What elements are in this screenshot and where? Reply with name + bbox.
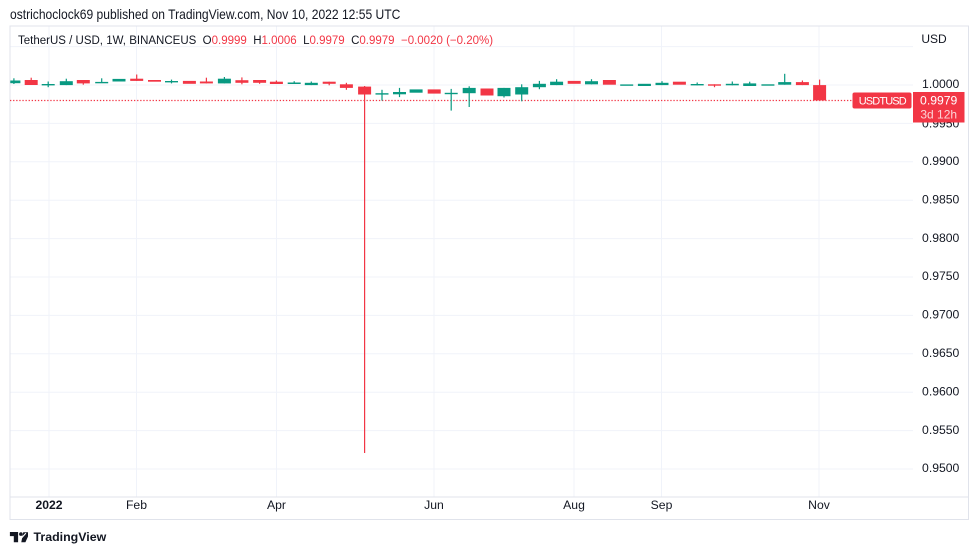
svg-text:3d 12h: 3d 12h xyxy=(920,107,957,121)
svg-text:Apr: Apr xyxy=(267,498,286,512)
svg-text:Jun: Jun xyxy=(424,498,444,512)
svg-text:0.9850: 0.9850 xyxy=(922,192,959,206)
svg-text:USDTUSD: USDTUSD xyxy=(859,95,907,107)
svg-text:Aug: Aug xyxy=(563,498,585,512)
svg-text:Nov: Nov xyxy=(808,498,831,512)
svg-text:0.9650: 0.9650 xyxy=(922,346,959,360)
svg-text:USD: USD xyxy=(921,32,947,46)
svg-text:0.9800: 0.9800 xyxy=(922,231,959,245)
svg-text:0.9600: 0.9600 xyxy=(922,384,959,398)
svg-text:0.9979: 0.9979 xyxy=(920,93,957,107)
svg-text:2022: 2022 xyxy=(35,498,62,512)
svg-text:0.9500: 0.9500 xyxy=(922,461,959,475)
svg-text:1.0000: 1.0000 xyxy=(922,77,959,91)
svg-text:Feb: Feb xyxy=(126,498,147,512)
svg-text:0.9900: 0.9900 xyxy=(922,154,959,168)
svg-text:0.9700: 0.9700 xyxy=(922,308,959,322)
svg-text:Sep: Sep xyxy=(651,498,673,512)
svg-text:0.9550: 0.9550 xyxy=(922,423,959,437)
svg-text:0.9750: 0.9750 xyxy=(922,269,959,283)
